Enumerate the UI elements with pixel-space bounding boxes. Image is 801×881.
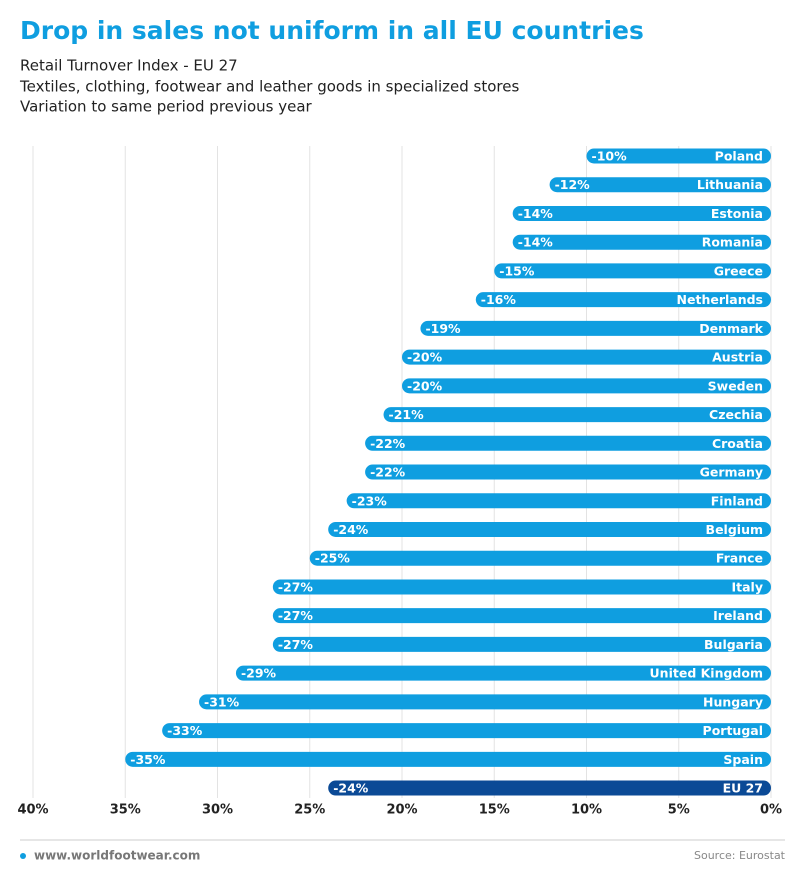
category-label: Greece: [714, 263, 763, 278]
category-label: Sweden: [708, 378, 763, 393]
x-tick-label: 30%: [202, 803, 233, 818]
bar: [586, 148, 771, 164]
category-label: Czechia: [709, 407, 763, 422]
category-label: Germany: [700, 465, 763, 480]
bar: [365, 464, 771, 480]
subtitle: Retail Turnover Index - EU 27: [20, 57, 238, 75]
subtitle: Variation to same period previous year: [20, 98, 313, 116]
bar: [272, 608, 771, 624]
value-label: -21%: [389, 407, 425, 422]
category-label: Romania: [702, 235, 763, 250]
value-label: -29%: [241, 666, 277, 681]
value-label: -16%: [481, 292, 517, 307]
bar: [494, 263, 771, 279]
bar: [512, 234, 771, 250]
value-label: -15%: [499, 263, 535, 278]
bar: [383, 407, 771, 423]
x-tick-label: 20%: [386, 803, 417, 818]
value-label: -27%: [278, 579, 314, 594]
value-label: -20%: [407, 350, 443, 365]
x-tick-label: 40%: [17, 803, 48, 818]
category-label: Italy: [732, 579, 764, 594]
value-label: -27%: [278, 608, 314, 623]
category-label: Netherlands: [677, 292, 763, 307]
x-tick-label: 15%: [479, 803, 510, 818]
footer: www.worldfootwear.com: [34, 849, 200, 863]
value-label: -14%: [518, 235, 554, 250]
bar: [365, 435, 771, 451]
category-label: Finland: [711, 493, 763, 508]
source: Source: Eurostat: [694, 849, 786, 862]
value-label: -10%: [592, 149, 628, 164]
x-tick-label: 0%: [760, 803, 782, 818]
value-label: -27%: [278, 637, 314, 652]
value-label: -14%: [518, 206, 554, 221]
bar: [272, 579, 771, 595]
x-tick-label: 5%: [668, 803, 690, 818]
chart-title: Drop in sales not uniform in all EU coun…: [20, 16, 644, 45]
category-label: Portugal: [703, 723, 763, 738]
bar: [272, 636, 771, 652]
category-label: Belgium: [706, 522, 763, 537]
bar: [309, 550, 771, 566]
bar: [402, 378, 771, 394]
value-label: -20%: [407, 378, 443, 393]
bar: [475, 292, 771, 308]
bar: [328, 780, 771, 796]
category-label: United Kingdom: [650, 666, 763, 681]
bar: [162, 723, 771, 739]
x-tick-label: 25%: [294, 803, 325, 818]
value-label: -19%: [425, 321, 461, 336]
value-label: -33%: [167, 723, 203, 738]
x-tick-label: 35%: [110, 803, 141, 818]
bar: [328, 521, 771, 537]
bar: [549, 177, 771, 193]
value-label: -23%: [352, 493, 388, 508]
bar: [420, 320, 771, 336]
category-label: Poland: [715, 149, 763, 164]
bar: [402, 349, 771, 365]
value-label: -12%: [555, 177, 591, 192]
category-label: Spain: [723, 752, 763, 767]
category-label: Bulgaria: [704, 637, 763, 652]
value-label: -25%: [315, 551, 351, 566]
bar: [346, 493, 771, 509]
category-label: Austria: [712, 350, 763, 365]
value-label: -22%: [370, 436, 406, 451]
bar: [199, 694, 772, 710]
category-label: Croatia: [712, 436, 763, 451]
value-label: -24%: [333, 781, 369, 796]
value-label: -22%: [370, 465, 406, 480]
x-tick-label: 10%: [571, 803, 602, 818]
value-label: -35%: [130, 752, 166, 767]
bar: [235, 665, 771, 681]
footer-dot: [20, 853, 26, 859]
subtitle: Textiles, clothing, footwear and leather…: [19, 78, 519, 96]
value-label: -24%: [333, 522, 369, 537]
category-label: Ireland: [713, 608, 763, 623]
category-label: EU 27: [723, 781, 763, 796]
category-label: France: [716, 551, 763, 566]
bar: [125, 751, 771, 767]
bar: [512, 205, 771, 221]
category-label: Hungary: [703, 694, 763, 709]
category-label: Denmark: [699, 321, 763, 336]
value-label: -31%: [204, 694, 240, 709]
category-label: Estonia: [711, 206, 763, 221]
category-label: Lithuania: [697, 177, 763, 192]
